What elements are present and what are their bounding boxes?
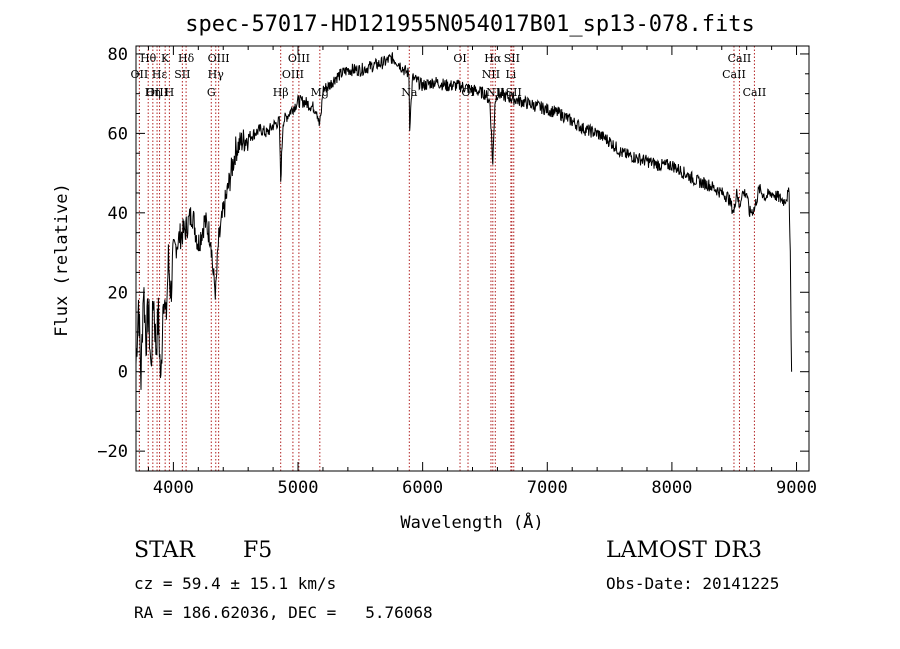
y-axis-label: Flux (relative): [52, 183, 72, 337]
x-tick-label-4: 8000: [651, 478, 692, 498]
y-tick-label-3: 40: [108, 204, 128, 224]
x-tick-label-5: 9000: [776, 478, 817, 498]
line-marker-label-20: NII: [482, 68, 500, 81]
line-marker-label-22: SII: [504, 52, 520, 65]
line-marker-label-4: K: [161, 52, 170, 65]
redshift-cz: cz = 59.4 ± 15.1 km/s: [134, 574, 337, 593]
line-marker-label-26: CaII: [722, 68, 746, 81]
line-marker-label-14: OIII: [282, 68, 304, 81]
object-class: F5: [243, 538, 273, 563]
axis-ticks: 4000 5000 6000 7000 8000 9000 −20 0 20 40 60 80: [97, 45, 817, 498]
x-tick-label-2: 6000: [402, 478, 443, 498]
line-markers: [138, 46, 755, 471]
line-marker-label-11: G: [207, 86, 216, 99]
x-tick-label-0: 4000: [153, 478, 194, 498]
line-marker-label-23: Li: [505, 68, 516, 81]
line-marker-label-25: CaII: [728, 52, 752, 65]
line-marker-label-5: Hη: [145, 86, 161, 99]
line-marker-label-13: OIII: [288, 52, 310, 65]
survey-name: LAMOST DR3: [606, 538, 762, 563]
line-marker-label-27: CaII: [743, 86, 767, 99]
spectrum-series: [135, 52, 793, 390]
line-marker-label-3: Hε: [152, 68, 168, 81]
line-marker-label-6: H: [165, 86, 175, 99]
object-type: STAR: [134, 538, 195, 563]
plot-frame: [135, 45, 810, 472]
y-tick-label-2: 20: [108, 283, 128, 303]
line-marker-label-10: Hγ: [208, 68, 225, 81]
line-marker-label-7: SII: [174, 68, 190, 81]
y-tick-label-5: 80: [108, 45, 128, 65]
y-tick-label-1: 0: [118, 363, 128, 383]
line-marker-label-19: Hα: [484, 52, 502, 65]
x-tick-label-1: 5000: [278, 478, 319, 498]
line-marker-label-17: OI: [453, 52, 466, 65]
line-marker-label-9: OIII: [208, 52, 230, 65]
line-marker-label-8: Hδ: [178, 52, 195, 65]
line-marker-label-1: OII: [131, 68, 149, 81]
line-marker-label-0: Hθ: [140, 52, 157, 65]
x-tick-label-3: 7000: [527, 478, 568, 498]
line-marker-label-2: OIII: [146, 86, 168, 99]
observation-date: Obs-Date: 20141225: [606, 574, 780, 593]
series-flux: [135, 52, 793, 390]
line-marker-label-12: Hβ: [273, 86, 289, 99]
y-tick-label-4: 60: [108, 124, 128, 144]
x-axis-label: Wavelength (Å): [400, 511, 543, 533]
y-tick-label-0: −20: [97, 442, 128, 462]
ra-dec: RA = 186.62036, DEC = 5.76068: [134, 603, 433, 622]
chart-title: spec-57017-HD121955N054017B01_sp13-078.f…: [185, 12, 755, 37]
